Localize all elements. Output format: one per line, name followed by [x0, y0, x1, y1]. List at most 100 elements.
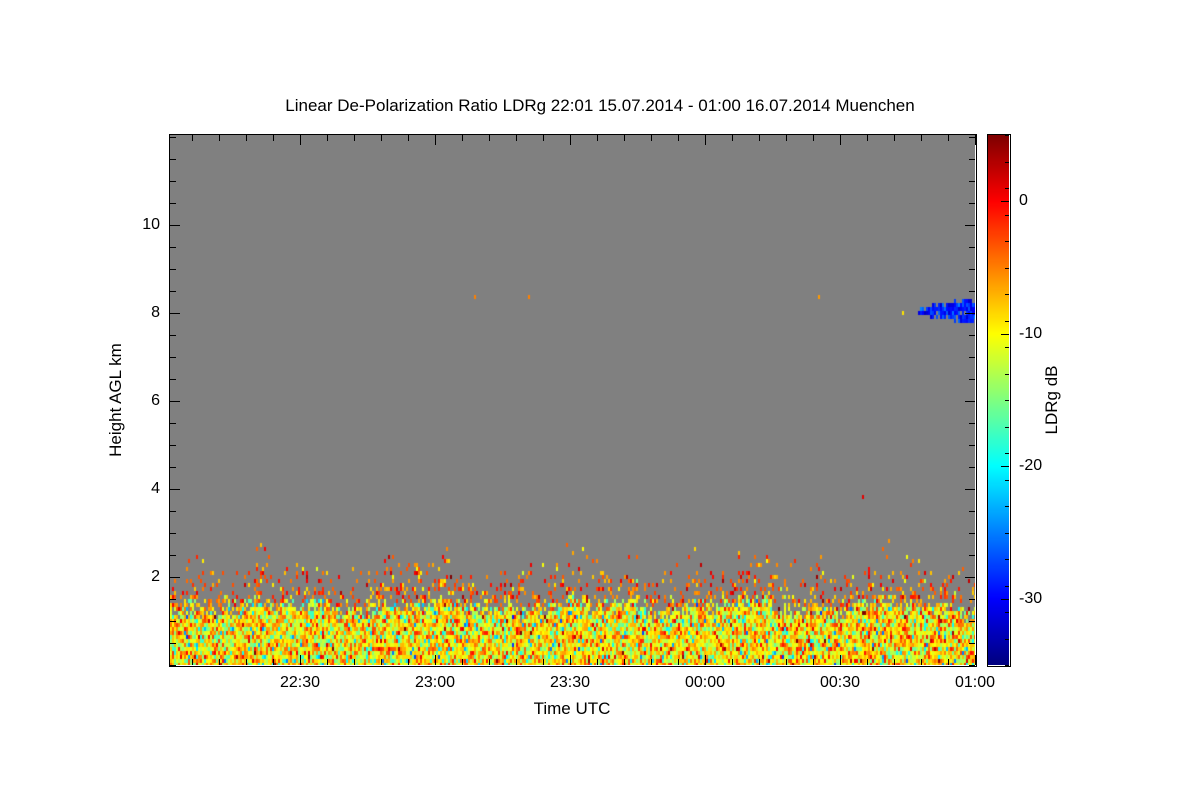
y-major-tick: [965, 401, 975, 402]
x-major-tick: [975, 135, 976, 145]
y-major-tick: [170, 489, 180, 490]
y-minor-tick: [170, 511, 176, 512]
cb-major-tick: [1001, 466, 1009, 467]
y-minor-tick: [170, 665, 176, 666]
y-minor-tick: [969, 159, 975, 160]
y-major-tick: [170, 313, 180, 314]
y-minor-tick: [969, 467, 975, 468]
cb-minor-tick: [1005, 241, 1009, 242]
cb-minor-tick: [1005, 453, 1009, 454]
x-major-tick: [570, 135, 571, 145]
y-axis-label: Height AGL km: [106, 343, 125, 457]
colorbar-tick-label-1: -10: [1019, 325, 1043, 342]
x-major-tick: [975, 655, 976, 665]
x-minor-tick: [813, 135, 814, 141]
x-major-tick: [705, 135, 706, 145]
x-minor-tick: [732, 135, 733, 141]
cb-minor-tick: [1005, 586, 1009, 587]
cb-minor-tick: [1005, 559, 1009, 560]
x-minor-tick: [381, 135, 382, 141]
y-minor-tick: [969, 555, 975, 556]
x-major-tick: [840, 135, 841, 145]
x-minor-tick: [273, 135, 274, 141]
x-major-tick: [435, 135, 436, 145]
y-major-tick: [965, 313, 975, 314]
y-minor-tick: [170, 379, 176, 380]
y-minor-tick: [170, 533, 176, 534]
cb-minor-tick: [1005, 639, 1009, 640]
y-minor-tick: [170, 291, 176, 292]
y-major-tick: [965, 577, 975, 578]
x-minor-tick: [462, 135, 463, 141]
x-minor-tick: [759, 659, 760, 665]
x-major-tick: [840, 655, 841, 665]
x-major-tick: [300, 655, 301, 665]
cb-minor-tick: [1005, 347, 1009, 348]
x-minor-tick: [516, 659, 517, 665]
colorbar-gradient: [988, 135, 1009, 665]
x-minor-tick: [489, 135, 490, 141]
x-minor-tick: [273, 659, 274, 665]
y-minor-tick: [170, 247, 176, 248]
x-minor-tick: [813, 659, 814, 665]
cb-minor-tick: [1005, 374, 1009, 375]
x-minor-tick: [219, 659, 220, 665]
x-minor-tick: [786, 659, 787, 665]
y-minor-tick: [969, 621, 975, 622]
y-minor-tick: [170, 445, 176, 446]
x-major-tick: [570, 655, 571, 665]
y-tick-label-0: 2: [151, 568, 160, 585]
cb-minor-tick: [1005, 135, 1009, 136]
colorbar-tick-label-2: -20: [1019, 457, 1043, 474]
y-minor-tick: [170, 159, 176, 160]
cb-minor-tick: [1005, 294, 1009, 295]
colorbar-tick-label-3: -30: [1019, 590, 1043, 607]
x-minor-tick: [921, 135, 922, 141]
y-minor-tick: [969, 599, 975, 600]
y-minor-tick: [969, 533, 975, 534]
x-minor-tick: [543, 135, 544, 141]
x-minor-tick: [543, 659, 544, 665]
x-minor-tick: [624, 659, 625, 665]
x-axis-label: Time UTC: [533, 699, 611, 718]
y-minor-tick: [969, 445, 975, 446]
x-tick-label-2: 23:30: [549, 674, 591, 691]
x-minor-tick: [678, 659, 679, 665]
x-minor-tick: [408, 135, 409, 141]
y-minor-tick: [969, 665, 975, 666]
x-minor-tick: [489, 659, 490, 665]
y-minor-tick: [170, 621, 176, 622]
y-major-tick: [170, 401, 180, 402]
x-minor-tick: [894, 659, 895, 665]
x-minor-tick: [327, 659, 328, 665]
y-minor-tick: [969, 181, 975, 182]
cb-minor-tick: [1005, 612, 1009, 613]
y-minor-tick: [969, 423, 975, 424]
cb-minor-tick: [1005, 215, 1009, 216]
x-tick-label-1: 23:00: [414, 674, 456, 691]
x-minor-tick: [624, 135, 625, 141]
x-minor-tick: [597, 135, 598, 141]
x-major-tick: [300, 135, 301, 145]
y-minor-tick: [969, 269, 975, 270]
x-minor-tick: [921, 659, 922, 665]
cb-minor-tick: [1005, 268, 1009, 269]
y-minor-tick: [170, 357, 176, 358]
y-minor-tick: [170, 555, 176, 556]
y-minor-tick: [969, 379, 975, 380]
x-minor-tick: [894, 135, 895, 141]
heatmap-plot-area: [170, 135, 975, 665]
y-major-tick: [170, 577, 180, 578]
x-minor-tick: [597, 659, 598, 665]
x-major-tick: [705, 655, 706, 665]
y-major-tick: [170, 225, 180, 226]
x-minor-tick: [948, 659, 949, 665]
cb-minor-tick: [1005, 533, 1009, 534]
x-minor-tick: [678, 135, 679, 141]
y-minor-tick: [969, 291, 975, 292]
cb-minor-tick: [1005, 427, 1009, 428]
x-minor-tick: [219, 135, 220, 141]
x-minor-tick: [651, 135, 652, 141]
x-minor-tick: [327, 135, 328, 141]
x-minor-tick: [732, 659, 733, 665]
